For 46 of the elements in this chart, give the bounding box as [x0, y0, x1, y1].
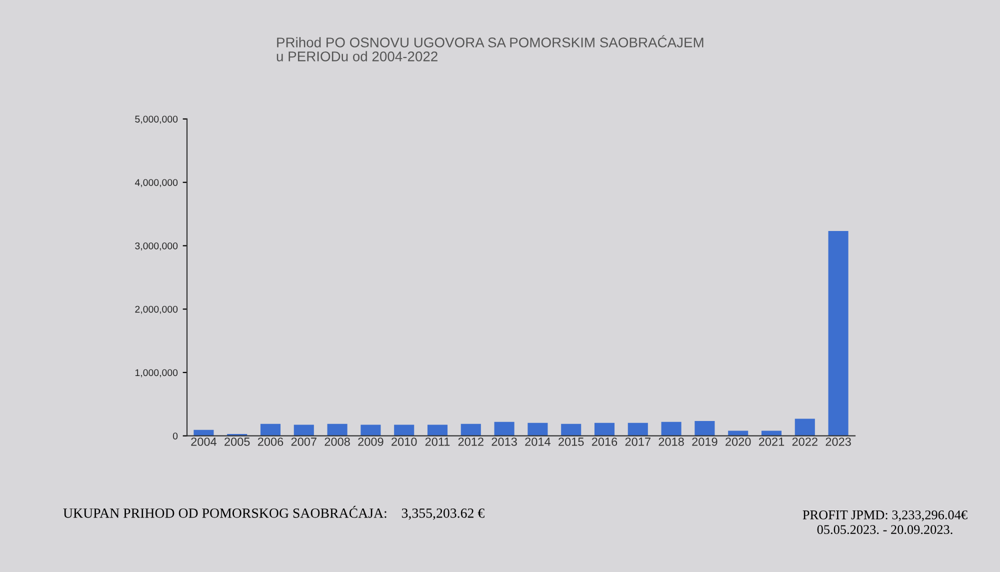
y-tick-label: 3,000,000	[135, 242, 178, 250]
y-tick-label: 0	[172, 432, 178, 440]
bar	[427, 424, 448, 436]
text: UKUPAN PRIHOD OD POMORSKOG SAOBRAĆAJA: 3,355,203.62 €	[63, 506, 484, 520]
y-tick-label: 5,000,000	[135, 116, 178, 124]
x-tick-label: 2008	[324, 438, 350, 446]
x-tick-label: 2004	[191, 438, 216, 446]
bar	[494, 422, 514, 436]
y-tick-label: 2,000,000	[135, 306, 178, 314]
x-tick-label: 2006	[258, 438, 284, 446]
x-tick-label: 2009	[358, 438, 384, 446]
x-tick-label: 2020	[726, 438, 751, 446]
bar	[194, 430, 214, 436]
bar	[594, 422, 615, 436]
x-tick-label: 2007	[291, 438, 316, 446]
x-tick-label: 2016	[592, 438, 618, 446]
x-tick-label: 2013	[492, 438, 517, 446]
bar	[327, 424, 348, 436]
text: PROFIT JPMD: 3,233,296.04€ 05.05.2023. - 20.09.2023.	[802, 510, 968, 534]
bar	[360, 424, 381, 436]
bar	[694, 420, 715, 436]
bar	[561, 424, 582, 436]
x-tick-label: 2021	[758, 438, 784, 446]
y-tick-label: 4,000,000	[134, 179, 178, 188]
chart-title: PRihod PO OSNOVU UGOVORA SA POMORSKIM SAOBRAĆAJEM u PERIODu od 2004-2022	[276, 35, 704, 62]
y-tick-label: 1,000,000	[135, 369, 178, 378]
x-tick-label: 2011	[425, 438, 450, 446]
bar	[794, 418, 815, 436]
bar	[394, 424, 414, 436]
bar	[294, 424, 314, 436]
x-tick-label: 2019	[692, 438, 718, 446]
bar	[260, 424, 281, 436]
bar	[460, 424, 481, 436]
x-tick-label: 2017	[625, 438, 650, 446]
x-tick-label: 2014	[525, 438, 550, 446]
x-tick-label: 2018	[658, 438, 684, 446]
bar	[661, 422, 682, 436]
x-tick-label: 2015	[558, 438, 584, 446]
bar	[828, 230, 848, 436]
bar	[528, 422, 548, 436]
x-tick-label: 2012	[458, 438, 484, 446]
bar	[628, 422, 648, 436]
x-tick-label: 2022	[792, 438, 818, 446]
x-tick-label: 2023	[826, 438, 851, 446]
x-tick-label: 2010	[392, 438, 417, 446]
x-tick-label: 2005	[224, 438, 250, 446]
